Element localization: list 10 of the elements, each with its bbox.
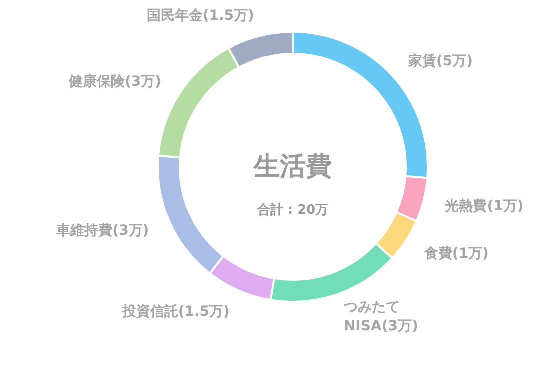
- slice-label: 国民年金(1.5万): [146, 8, 254, 24]
- slice-label: 光熱費(1万): [444, 198, 524, 215]
- slice-label: 車維持費(3万): [56, 223, 150, 240]
- slice-label: 投資信託(1.5万): [121, 304, 230, 320]
- slice-label: 食費(1万): [423, 246, 489, 262]
- slice-label: 家賃(5万): [408, 52, 474, 70]
- slice-label: 健康保険(3万): [68, 73, 162, 90]
- text: 合計 : 20万: [256, 202, 329, 218]
- slice-label: つみたて NISA(3万): [342, 299, 418, 334]
- text: 生活費: [253, 152, 332, 182]
